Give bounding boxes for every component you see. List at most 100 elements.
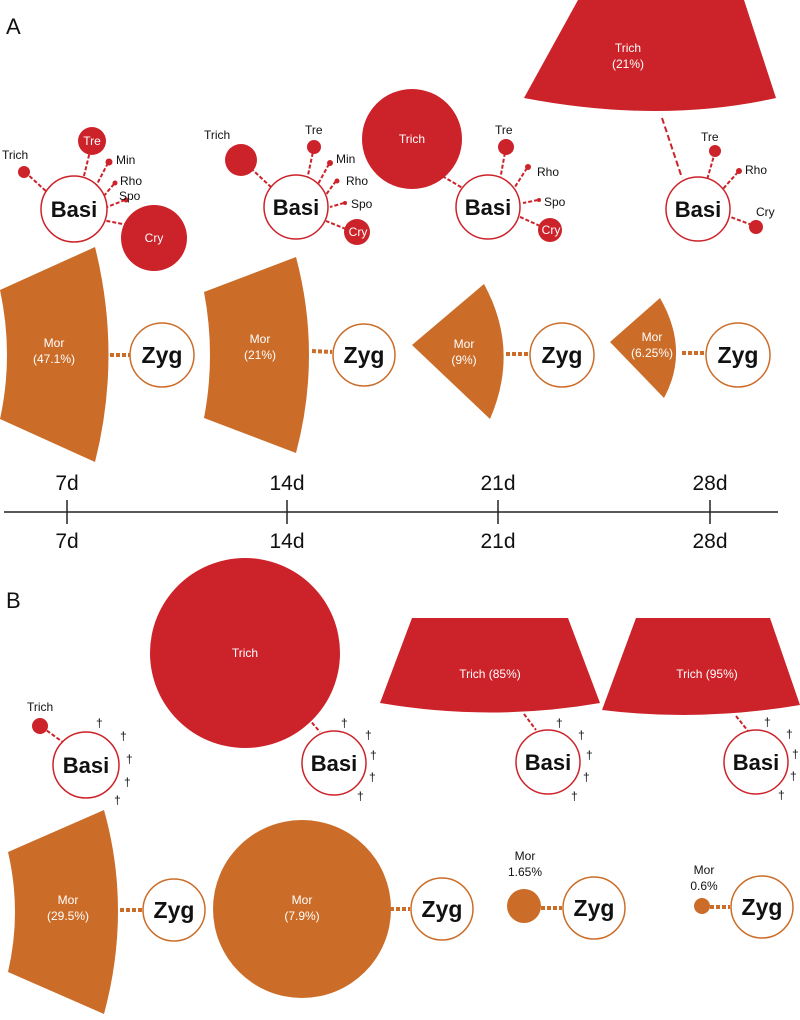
partner-label: Rho xyxy=(120,174,142,188)
partner-label: Min xyxy=(336,152,355,166)
link xyxy=(706,151,716,181)
basi-hub xyxy=(723,729,789,795)
partner-node xyxy=(32,718,48,734)
basi-hub xyxy=(52,731,120,799)
b-basi-7d: Basi Trich † † † † † xyxy=(27,700,133,807)
link xyxy=(517,215,541,227)
basi-label: Basi xyxy=(51,197,97,222)
b-zyg-28d: Zyg Mor 0.6% xyxy=(690,863,794,939)
partner-node xyxy=(736,168,742,174)
partner-label: Rho xyxy=(346,174,368,188)
mor-value: (9%) xyxy=(451,353,476,367)
mor-label: Mor xyxy=(44,336,65,350)
zyg-label: Zyg xyxy=(344,342,385,368)
panel-label-b: B xyxy=(6,588,21,613)
partner-node xyxy=(343,201,347,205)
zyg-label: Zyg xyxy=(142,342,183,368)
zyg-hub xyxy=(730,875,794,939)
dagger: † xyxy=(583,770,590,784)
dagger: † xyxy=(786,727,793,741)
partner-label: Trich xyxy=(2,148,28,162)
dagger: † xyxy=(792,747,799,761)
link xyxy=(316,163,330,187)
partner-node xyxy=(709,145,721,157)
partner-node xyxy=(150,558,340,748)
dagger: † xyxy=(124,775,131,789)
partner-label: Tre xyxy=(305,123,323,137)
partner-label: Min xyxy=(116,153,135,167)
partner-node xyxy=(225,144,257,176)
dagger: † xyxy=(120,729,127,743)
basi-hub xyxy=(665,176,731,242)
link xyxy=(512,167,528,191)
dagger: † xyxy=(96,716,103,730)
partner-node xyxy=(327,160,333,166)
b-zyg-7d: Zyg Mor (29.5%) xyxy=(8,810,206,1014)
dagger: † xyxy=(114,793,121,807)
zyg-hub xyxy=(705,322,771,388)
mor-label: Mor xyxy=(515,849,536,863)
link xyxy=(311,349,333,354)
partner-node xyxy=(344,219,370,245)
b-basi-14d: Basi Trich † † † † † xyxy=(150,558,377,803)
link xyxy=(727,215,753,226)
panel-label-a: A xyxy=(6,14,21,39)
a-basi-14d: Basi Trich Tre Min Rho Spo Cry xyxy=(204,123,373,245)
mor-sector xyxy=(412,284,504,419)
mor-label: Mor xyxy=(694,863,715,877)
b-basi-28d: Basi Trich (95%) † † † † † xyxy=(602,618,800,802)
zyg-hub xyxy=(142,878,206,942)
basi-hub xyxy=(455,174,521,240)
b-basi-21d: Basi Trich (85%) † † † † † xyxy=(380,618,600,803)
link xyxy=(661,117,683,179)
zyg-hub xyxy=(529,322,595,388)
link xyxy=(307,717,321,733)
partner-value-label: (21%) xyxy=(612,57,644,71)
partner-label: Spo xyxy=(119,189,141,203)
tick-label-bottom: 28d xyxy=(692,530,727,553)
mor-label: Mor xyxy=(642,330,663,344)
partner-label: Trich xyxy=(615,41,641,55)
partner-node xyxy=(525,164,531,170)
partner-node xyxy=(78,127,106,155)
basi-label: Basi xyxy=(733,750,779,775)
mor-value: (47.1%) xyxy=(33,352,75,366)
partner-label: Tre xyxy=(701,130,719,144)
partner-node xyxy=(105,158,113,166)
dagger: † xyxy=(369,770,376,784)
a-basi-7d: Basi Trich Tre Min Rho Spo Cry xyxy=(2,127,187,271)
partner-label: Rho xyxy=(745,163,767,177)
zyg-hub xyxy=(562,876,626,940)
partner-node xyxy=(538,218,562,242)
trich-sector xyxy=(602,618,800,715)
zyg-label: Zyg xyxy=(574,895,615,921)
basi-label: Basi xyxy=(63,753,109,778)
a-zyg-21d: Zyg Mor (9%) xyxy=(412,284,595,419)
link xyxy=(522,199,539,204)
mor-node xyxy=(507,889,541,923)
dagger: † xyxy=(370,748,377,762)
mor-value: (29.5%) xyxy=(47,909,89,923)
basi-hub xyxy=(40,175,108,243)
partner-node xyxy=(362,89,462,189)
link xyxy=(324,180,337,197)
partner-label: Trich xyxy=(204,128,230,142)
tick-label-bottom: 7d xyxy=(55,530,78,553)
zyg-hub xyxy=(332,323,396,387)
a-basi-21d: Basi Trich Tre Rho Spo Cry xyxy=(362,89,566,242)
dagger: † xyxy=(578,728,585,742)
partner-label: Spo xyxy=(544,195,566,209)
zyg-hub xyxy=(129,322,195,388)
basi-label: Basi xyxy=(525,750,571,775)
link xyxy=(721,171,739,191)
zyg-label: Zyg xyxy=(422,896,463,922)
link xyxy=(101,219,129,226)
mor-label: Mor xyxy=(292,893,313,907)
mor-sector xyxy=(204,257,309,453)
mor-sector xyxy=(8,810,118,1014)
dagger: † xyxy=(571,789,578,803)
partner-label: Cry xyxy=(542,223,561,237)
partner-node xyxy=(112,180,118,186)
partner-node xyxy=(498,139,514,155)
link xyxy=(94,162,109,189)
